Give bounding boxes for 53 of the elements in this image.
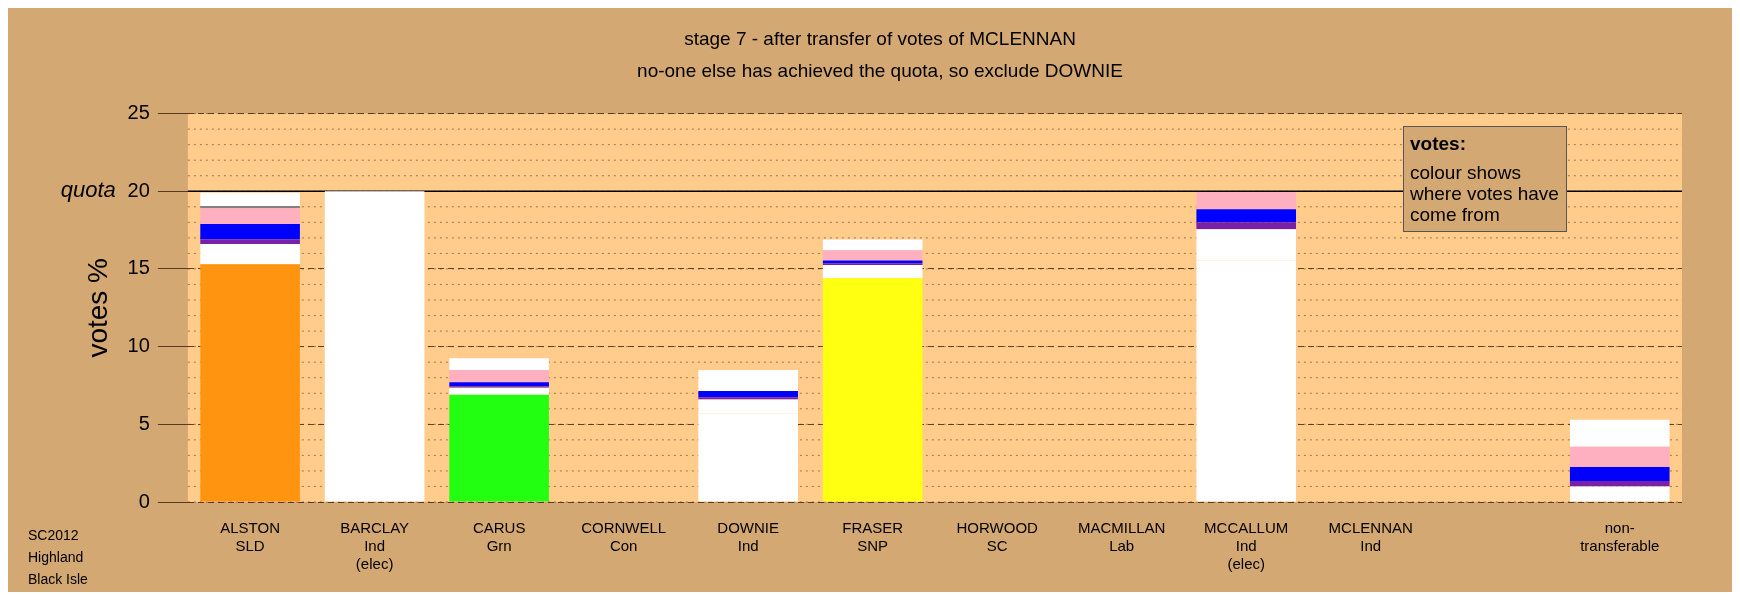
x-tick-label: MACMILLAN Lab xyxy=(1077,519,1166,555)
x-tick-label: non- transferable xyxy=(1580,519,1660,555)
y-tick-label: 25 xyxy=(127,101,150,124)
annotation: colour shows where votes have come from xyxy=(1410,162,1560,225)
bar xyxy=(200,192,300,207)
bar xyxy=(822,250,923,261)
bar xyxy=(1196,222,1297,230)
bar xyxy=(1196,192,1297,210)
bar xyxy=(200,239,300,245)
chart-title: stage 7 - after transfer of votes of MCLENNAN xyxy=(684,27,1076,49)
bar xyxy=(822,239,923,251)
bar xyxy=(200,244,300,265)
bar xyxy=(449,358,549,370)
bar xyxy=(1569,419,1670,447)
x-tick-label: FRASER SNP xyxy=(842,519,904,555)
bar xyxy=(200,208,300,224)
x-tick-label: MCLENNAN Ind xyxy=(1328,519,1413,555)
y-tick-label: 15 xyxy=(127,256,150,279)
bar xyxy=(822,278,923,502)
bar xyxy=(1569,481,1670,487)
bar xyxy=(449,382,549,387)
bar xyxy=(200,264,300,502)
bar xyxy=(200,223,300,240)
note-box: votes: colour shows where votes have come from xyxy=(1403,126,1567,232)
x-tick-label: CORNWELL Con xyxy=(581,519,667,555)
x-tick-label: HORWOOD SC xyxy=(956,519,1039,555)
bar xyxy=(1569,467,1670,482)
ref-line-label: quota xyxy=(60,177,116,203)
bar xyxy=(449,394,549,502)
bar xyxy=(324,191,425,502)
text: Highland xyxy=(28,548,85,567)
text: SC2012 xyxy=(28,526,80,545)
bar xyxy=(1569,446,1670,468)
y-tick-label: 10 xyxy=(127,334,150,357)
annotation: votes: xyxy=(1410,133,1467,154)
x-tick-label: CARUS Grn xyxy=(472,519,526,555)
bar xyxy=(822,265,923,279)
x-tick-label: MCCALLUM Ind (elec) xyxy=(1204,519,1289,573)
bar xyxy=(1569,486,1670,502)
y-tick-label: 20 xyxy=(127,178,150,201)
bar xyxy=(698,390,798,398)
x-tick-label: DOWNIE Ind xyxy=(717,519,779,555)
chart-subtitle: no-one else has achieved the quota, so exclude DOWNIE xyxy=(637,60,1123,82)
bar xyxy=(449,369,549,383)
bar xyxy=(698,369,798,391)
y-axis-title: votes % xyxy=(81,258,113,358)
y-tick-label: 0 xyxy=(138,489,150,512)
x-tick-label: BARCLAY Ind (elec) xyxy=(340,519,410,573)
text: Black Isle xyxy=(28,570,88,589)
x-tick-label: ALSTON SLD xyxy=(220,519,280,555)
y-tick-label: 5 xyxy=(138,411,150,434)
bar xyxy=(1196,209,1297,223)
bar xyxy=(449,387,549,395)
